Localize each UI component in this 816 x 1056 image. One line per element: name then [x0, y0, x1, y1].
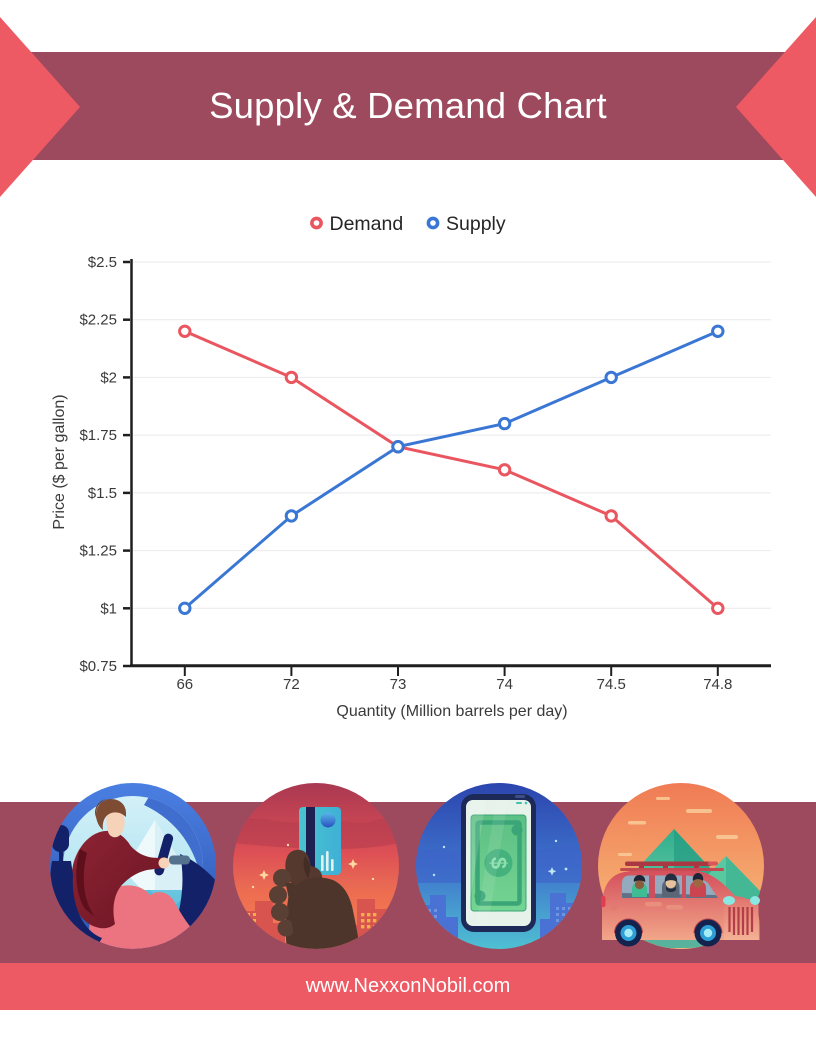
svg-text:$1.25: $1.25 — [79, 543, 117, 560]
svg-text:73: 73 — [390, 676, 407, 693]
svg-text:74.8: 74.8 — [703, 676, 732, 693]
svg-text:Supply: Supply — [446, 213, 506, 235]
svg-text:$2.5: $2.5 — [88, 254, 117, 271]
svg-text:$2: $2 — [100, 369, 117, 386]
svg-text:Demand: Demand — [330, 213, 404, 235]
svg-text:$1.5: $1.5 — [88, 485, 117, 502]
svg-text:74: 74 — [496, 676, 513, 693]
svg-text:72: 72 — [283, 676, 300, 693]
svg-text:Quantity (Million barrels per: Quantity (Million barrels per day) — [336, 703, 567, 720]
svg-text:$0.75: $0.75 — [79, 658, 117, 675]
svg-text:Price ($ per gallon): Price ($ per gallon) — [51, 394, 68, 529]
svg-text:$1.75: $1.75 — [79, 427, 117, 444]
svg-text:$2.25: $2.25 — [79, 312, 117, 329]
svg-text:$: $ — [486, 857, 511, 869]
svg-text:74.5: 74.5 — [597, 676, 626, 693]
svg-text:66: 66 — [176, 676, 193, 693]
svg-text:$1: $1 — [100, 600, 117, 617]
